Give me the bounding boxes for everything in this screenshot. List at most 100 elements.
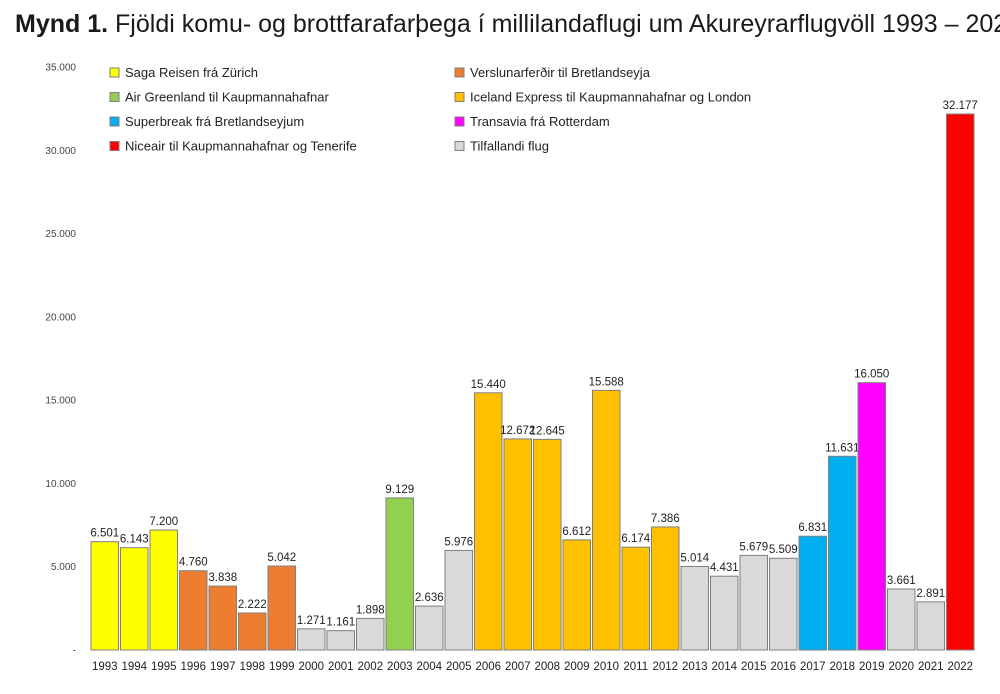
x-tick-label: 2002 [357,661,383,673]
bar-1999 [267,565,296,651]
x-tick-label: 2019 [859,661,885,673]
bar-2012 [651,526,680,651]
y-tick-label: 5.000 [51,562,76,573]
bar-1994 [120,547,149,651]
bar-2007 [503,438,532,651]
data-label: 1.898 [356,604,385,616]
bar-2015 [739,554,768,651]
bar-1995 [149,529,178,651]
x-tick-label: 2007 [505,661,531,673]
x-tick-label: 2016 [770,661,796,673]
chart-title: Mynd 1. Fjöldi komu- og brottfarafarþega… [15,10,1000,39]
data-label: 5.509 [769,544,798,556]
bar-2022 [946,113,975,651]
data-label: 3.661 [887,575,916,587]
legend-swatch [109,67,120,78]
data-label: 6.143 [120,534,149,546]
bar-2002 [356,617,385,651]
y-tick-label: 10.000 [45,479,76,490]
legend-label: Niceair til Kaupmannahafnar og Tenerife [125,139,357,154]
data-label: 2.222 [238,599,267,611]
legend-label: Verslunarferðir til Bretlandseyja [470,65,651,80]
x-tick-label: 2005 [446,661,472,673]
bar-2019 [857,382,886,651]
data-label: 2.636 [415,592,444,604]
data-label: 1.161 [326,617,355,629]
bar-2005 [444,549,473,651]
data-label: 5.679 [739,541,768,553]
y-tick-label: - [73,646,76,657]
x-tick-label: 2020 [888,661,914,673]
y-tick-label: 35.000 [45,63,76,74]
y-tick-label: 25.000 [45,229,76,240]
x-tick-label: 1995 [151,661,177,673]
data-label: 11.631 [825,442,859,454]
x-tick-label: 1999 [269,661,295,673]
data-label: 6.612 [562,526,591,538]
y-tick-label: 30.000 [45,146,76,157]
bar-2016 [769,557,798,651]
data-label: 6.174 [621,533,650,545]
legend-label: Saga Reisen frá Zürich [125,65,258,80]
x-tick-label: 2012 [652,661,678,673]
bar-2020 [887,588,916,651]
figure-number: Mynd 1. [15,10,109,38]
bar-1998 [238,612,267,651]
bar-1993 [90,541,119,651]
x-tick-label: 1994 [121,661,147,673]
data-label: 6.831 [798,522,827,534]
data-label: 6.501 [90,528,119,540]
bar-2009 [562,539,591,651]
bar-2006 [474,392,503,651]
x-tick-label: 2018 [829,661,855,673]
x-tick-label: 2008 [534,661,560,673]
x-tick-label: 2015 [741,661,767,673]
data-label: 12.645 [530,425,565,437]
bar-1996 [179,570,208,651]
bar-2011 [621,546,650,651]
legend-label: Iceland Express til Kaupmannahafnar og L… [470,90,751,105]
bar-2018 [828,455,857,651]
bar-2008 [533,438,562,651]
legend-swatch [454,67,465,78]
data-label: 32.177 [943,100,978,112]
y-tick-label: 20.000 [45,312,76,323]
data-label: 4.760 [179,557,208,569]
data-label: 7.200 [149,516,178,528]
legend-swatch [454,141,465,151]
bar-1997 [208,585,237,651]
x-tick-label: 2021 [918,661,944,673]
x-axis: 1993 1994 1995 1996 1997 1998 1999 2000 2001 2002… [92,661,973,673]
x-tick-label: 2009 [564,661,590,673]
data-label: 16.050 [854,369,889,381]
bar-2013 [680,565,709,651]
data-label: 12.672 [500,425,535,437]
bar-2000 [297,628,326,651]
x-tick-label: 1997 [210,661,236,673]
x-tick-label: 2004 [416,661,442,673]
legend-swatch [109,116,120,127]
legend-label: Air Greenland til Kaupmannahafnar [125,90,329,105]
data-label: 5.976 [444,536,473,548]
x-tick-label: 2017 [800,661,826,673]
x-tick-label: 2001 [328,661,354,673]
data-label: 7.386 [651,513,680,525]
x-tick-label: 2013 [682,661,708,673]
bar-2014 [710,575,739,651]
bar-2003 [385,497,414,651]
legend: Saga Reisen frá Zürich Verslunarferðir ti… [109,65,751,154]
bar-2021 [916,601,945,651]
data-label: 1.271 [297,615,326,627]
bar-2010 [592,389,621,651]
legend-label: Superbreak frá Bretlandseyjum [125,114,304,129]
x-tick-label: 2000 [298,661,324,673]
data-label: 15.440 [471,379,506,391]
x-tick-label: 1996 [180,661,206,673]
legend-swatch [454,116,465,127]
bar-2001 [326,630,355,651]
data-label: 4.431 [710,562,739,574]
x-tick-label: 2022 [947,661,973,673]
x-tick-label: 1993 [92,661,118,673]
